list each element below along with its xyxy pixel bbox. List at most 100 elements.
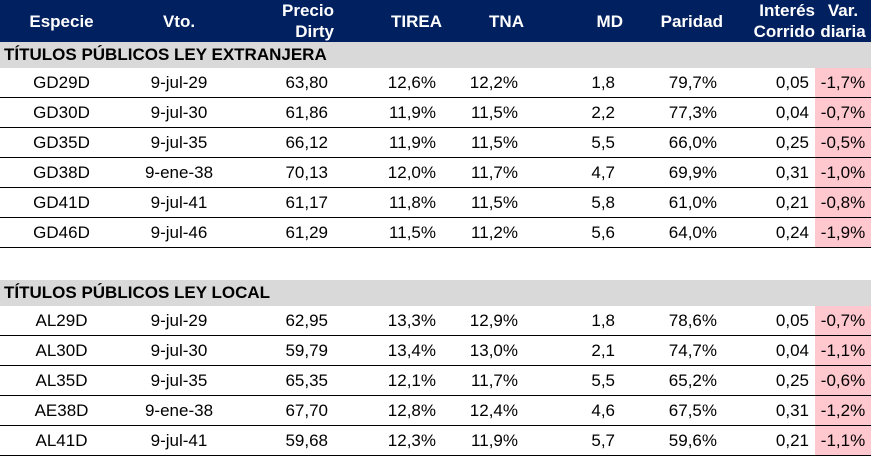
cell-paridad: 69,9%: [623, 157, 723, 188]
cell-tirea: 13,3%: [334, 306, 442, 336]
cell-md: 4,6: [524, 395, 623, 426]
cell-precio: 66,12: [235, 127, 334, 158]
cell-precio: 63,80: [235, 68, 334, 98]
cell-tirea: 11,9%: [334, 97, 442, 128]
cell-vto: 9-jul-35: [123, 127, 235, 158]
cell-md: 5,8: [524, 187, 623, 218]
cell-tna: 12,2%: [442, 68, 524, 98]
cell-vto: 9-ene-38: [123, 395, 235, 426]
cell-var: -0,6%: [815, 365, 871, 396]
table-row: GD46D 9-jul-46 61,29 11,5% 11,2% 5,6 64,0% 0,24…: [0, 217, 871, 248]
cell-paridad: 79,7%: [623, 68, 723, 98]
col-header-paridad: Paridad: [623, 0, 723, 42]
cell-var: -1,2%: [815, 395, 871, 426]
cell-interes: 0,24: [723, 217, 815, 248]
cell-especie: AL29D: [0, 306, 123, 336]
cell-especie: AL41D: [0, 425, 123, 456]
cell-var: -1,1%: [815, 425, 871, 456]
section-title: TÍTULOS PÚBLICOS LEY EXTRANJERA: [0, 42, 871, 68]
cell-tna: 11,5%: [442, 127, 524, 158]
cell-vto: 9-jul-30: [123, 335, 235, 366]
cell-var: -0,5%: [815, 127, 871, 158]
cell-especie: GD46D: [0, 217, 123, 248]
cell-md: 2,1: [524, 335, 623, 366]
bonds-table: Especie Vto. Precio Dirty TIREA TNA MD Pa…: [0, 0, 871, 456]
cell-tirea: 12,3%: [334, 425, 442, 456]
col-header-var-diaria: Var. diaria: [815, 0, 871, 42]
cell-paridad: 67,5%: [623, 395, 723, 426]
cell-especie: GD30D: [0, 97, 123, 128]
cell-especie: GD29D: [0, 68, 123, 98]
cell-precio: 67,70: [235, 395, 334, 426]
cell-vto: 9-ene-38: [123, 157, 235, 188]
cell-tna: 11,2%: [442, 217, 524, 248]
cell-vto: 9-jul-46: [123, 217, 235, 248]
table-row: AL30D 9-jul-30 59,79 13,4% 13,0% 2,1 74,7% 0,04…: [0, 335, 871, 366]
cell-tirea: 12,8%: [334, 395, 442, 426]
col-header-tna: TNA: [442, 0, 524, 42]
cell-especie: GD41D: [0, 187, 123, 218]
cell-tirea: 12,0%: [334, 157, 442, 188]
cell-var: -1,1%: [815, 335, 871, 366]
cell-paridad: 64,0%: [623, 217, 723, 248]
cell-md: 1,8: [524, 306, 623, 336]
section-title: TÍTULOS PÚBLICOS LEY LOCAL: [0, 280, 871, 306]
cell-especie: AE38D: [0, 395, 123, 426]
cell-interes: 0,31: [723, 395, 815, 426]
cell-md: 2,2: [524, 97, 623, 128]
cell-vto: 9-jul-29: [123, 68, 235, 98]
table-row: AE38D 9-ene-38 67,70 12,8% 12,4% 4,6 67,5% 0,31…: [0, 395, 871, 426]
cell-interes: 0,05: [723, 306, 815, 336]
table-row: GD35D 9-jul-35 66,12 11,9% 11,5% 5,5 66,0% 0,25…: [0, 127, 871, 158]
table-row: GD41D 9-jul-41 61,17 11,8% 11,5% 5,8 61,0% 0,21…: [0, 187, 871, 218]
table-row: AL29D 9-jul-29 62,95 13,3% 12,9% 1,8 78,6% 0,05…: [0, 306, 871, 336]
col-header-tirea: TIREA: [334, 0, 442, 42]
cell-md: 4,7: [524, 157, 623, 188]
cell-tna: 11,9%: [442, 425, 524, 456]
table-row: GD30D 9-jul-30 61,86 11,9% 11,5% 2,2 77,3% 0,04…: [0, 97, 871, 128]
cell-var: -1,0%: [815, 157, 871, 188]
cell-precio: 59,79: [235, 335, 334, 366]
col-header-precio-dirty: Precio Dirty: [235, 0, 334, 42]
cell-md: 5,6: [524, 217, 623, 248]
cell-interes: 0,31: [723, 157, 815, 188]
cell-paridad: 66,0%: [623, 127, 723, 158]
cell-paridad: 59,6%: [623, 425, 723, 456]
cell-interes: 0,21: [723, 425, 815, 456]
cell-precio: 70,13: [235, 157, 334, 188]
cell-interes: 0,04: [723, 97, 815, 128]
cell-precio: 61,86: [235, 97, 334, 128]
cell-especie: GD35D: [0, 127, 123, 158]
cell-paridad: 61,0%: [623, 187, 723, 218]
cell-precio: 65,35: [235, 365, 334, 396]
cell-paridad: 77,3%: [623, 97, 723, 128]
col-header-vto: Vto.: [123, 0, 235, 42]
header-row: Especie Vto. Precio Dirty TIREA TNA MD Pa…: [0, 0, 871, 42]
col-header-especie: Especie: [0, 0, 123, 42]
cell-tna: 12,4%: [442, 395, 524, 426]
cell-tna: 11,7%: [442, 157, 524, 188]
col-header-md: MD: [524, 0, 623, 42]
cell-tirea: 12,1%: [334, 365, 442, 396]
cell-tirea: 11,5%: [334, 217, 442, 248]
table-row: AL35D 9-jul-35 65,35 12,1% 11,7% 5,5 65,2% 0,25…: [0, 365, 871, 396]
cell-precio: 62,95: [235, 306, 334, 336]
cell-var: -0,7%: [815, 97, 871, 128]
cell-var: -0,8%: [815, 187, 871, 218]
table-row: GD38D 9-ene-38 70,13 12,0% 11,7% 4,7 69,9% 0,31…: [0, 157, 871, 188]
cell-var: -1,9%: [815, 217, 871, 248]
table-row: GD29D 9-jul-29 63,80 12,6% 12,2% 1,8 79,7% 0,05…: [0, 68, 871, 98]
cell-md: 5,7: [524, 425, 623, 456]
cell-precio: 59,68: [235, 425, 334, 456]
cell-paridad: 74,7%: [623, 335, 723, 366]
cell-var: -1,7%: [815, 68, 871, 98]
cell-tirea: 13,4%: [334, 335, 442, 366]
cell-tirea: 12,6%: [334, 68, 442, 98]
table-row: AL41D 9-jul-41 59,68 12,3% 11,9% 5,7 59,6% 0,21…: [0, 425, 871, 456]
cell-interes: 0,21: [723, 187, 815, 218]
cell-tna: 12,9%: [442, 306, 524, 336]
cell-vto: 9-jul-30: [123, 97, 235, 128]
col-header-interes-corrido: Interés Corrido: [723, 0, 815, 42]
cell-especie: AL35D: [0, 365, 123, 396]
section-header-row: TÍTULOS PÚBLICOS LEY EXTRANJERA: [0, 42, 871, 68]
